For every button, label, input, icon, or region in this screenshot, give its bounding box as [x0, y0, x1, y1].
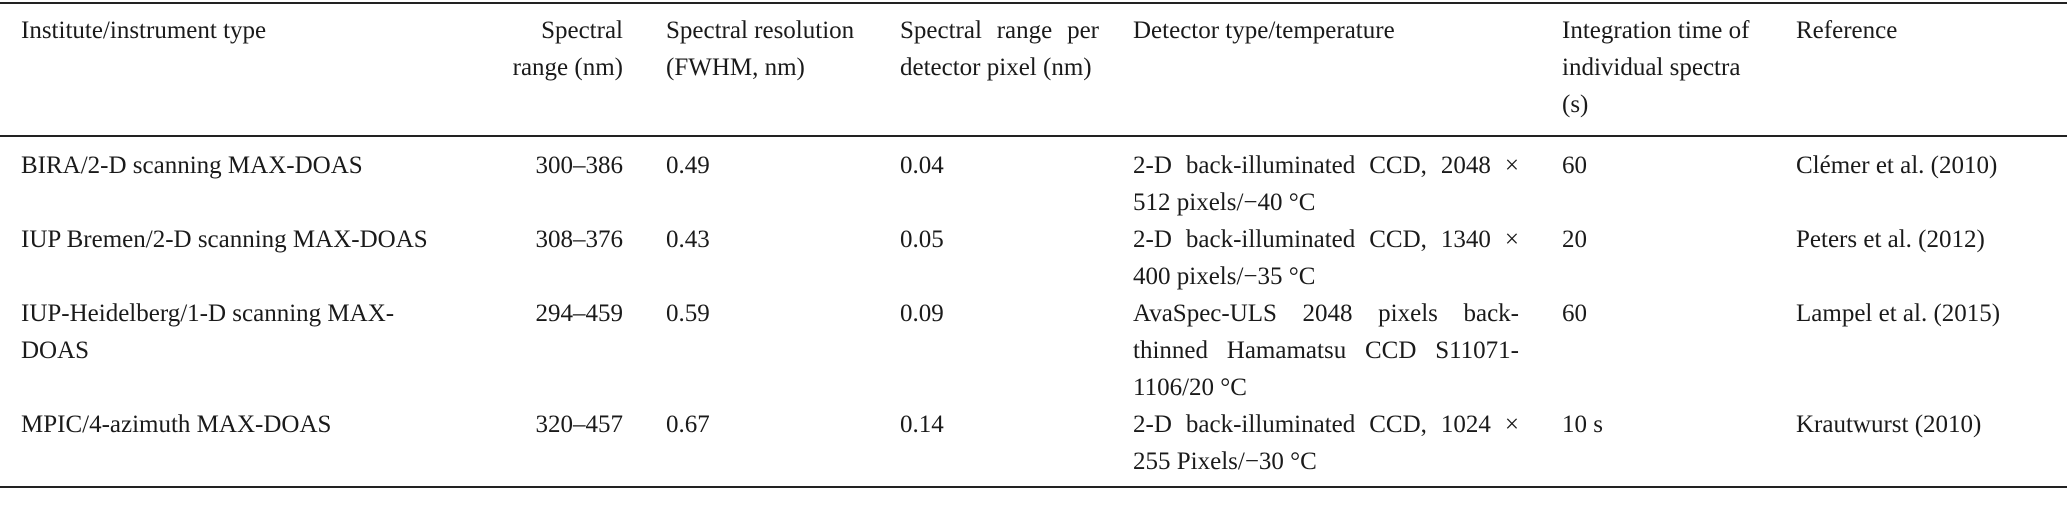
table-cell: IUP Bremen/2-D scanning MAX-DOAS: [21, 226, 428, 253]
table-cell: 2-D back-illuminated CCD, 2048 × 512 pix…: [1133, 152, 1519, 216]
table-cell: 294–459: [535, 300, 624, 327]
table-cell: 0.05: [900, 226, 944, 253]
table-cell: 0.09: [900, 300, 944, 327]
table-cell: IUP-Heidelberg/1-D scanning MAX-DOAS: [21, 300, 395, 364]
table-row: BIRA/2-D scanning MAX-DOAS 300–386 0.49 0.0…: [0, 136, 2067, 221]
table-cell: 308–376: [535, 226, 624, 253]
table-cell: 60: [1562, 152, 1587, 179]
table-cell: 0.43: [666, 226, 710, 253]
instrument-table: Institute/instrument type Spectral range …: [0, 2, 2067, 488]
header-cell: Spectral resolution (FWHM, nm): [666, 17, 855, 81]
table-cell: 0.14: [900, 411, 944, 438]
header-cell: Integration time of individual spectra (…: [1562, 17, 1750, 118]
table-cell: Krautwurst (2010): [1796, 411, 1982, 438]
header-cell: Reference: [1796, 17, 1898, 44]
table-cell: Peters et al. (2012): [1796, 226, 1985, 253]
table-cell: MPIC/4-azimuth MAX-DOAS: [21, 411, 332, 438]
table-cell: 60: [1562, 300, 1587, 327]
table-cell: 320–457: [535, 411, 624, 438]
table-row: IUP Bremen/2-D scanning MAX-DOAS 308–376 0…: [0, 221, 2067, 295]
table-cell: BIRA/2-D scanning MAX-DOAS: [21, 152, 363, 179]
table-cell: 10 s: [1562, 411, 1603, 438]
header-cell: Detector type/temperature: [1133, 17, 1395, 44]
table-cell: AvaSpec-ULS 2048 pixels back-thinned Ham…: [1133, 300, 1519, 401]
table-cell: 0.59: [666, 300, 710, 327]
header-cell: Institute/instrument type: [21, 17, 267, 44]
table-cell: 0.67: [666, 411, 710, 438]
table-cell: Lampel et al. (2015): [1796, 300, 2001, 327]
table-body: BIRA/2-D scanning MAX-DOAS 300–386 0.49 0.0…: [0, 136, 2067, 487]
header-row: Institute/instrument type Spectral range …: [0, 3, 2067, 136]
table-row: MPIC/4-azimuth MAX-DOAS 320–457 0.67 0.14 2-…: [0, 406, 2067, 487]
table-cell: 0.04: [900, 152, 944, 179]
table-cell: 0.49: [666, 152, 710, 179]
table-cell: 2-D back-illuminated CCD, 1024 × 255 Pix…: [1133, 411, 1519, 475]
table-cell: 2-D back-illuminated CCD, 1340 × 400 pix…: [1133, 226, 1519, 290]
table-header: Institute/instrument type Spectral range …: [0, 3, 2067, 136]
table-cell: Clémer et al. (2010): [1796, 152, 1998, 179]
table-cell: 300–386: [535, 152, 624, 179]
table-cell: 20: [1562, 226, 1587, 253]
header-cell: Spectral range per detector pixel (nm): [900, 17, 1099, 81]
header-cell: Spectral range (nm): [512, 17, 623, 81]
table-row: IUP-Heidelberg/1-D scanning MAX-DOAS 294–…: [0, 295, 2067, 406]
